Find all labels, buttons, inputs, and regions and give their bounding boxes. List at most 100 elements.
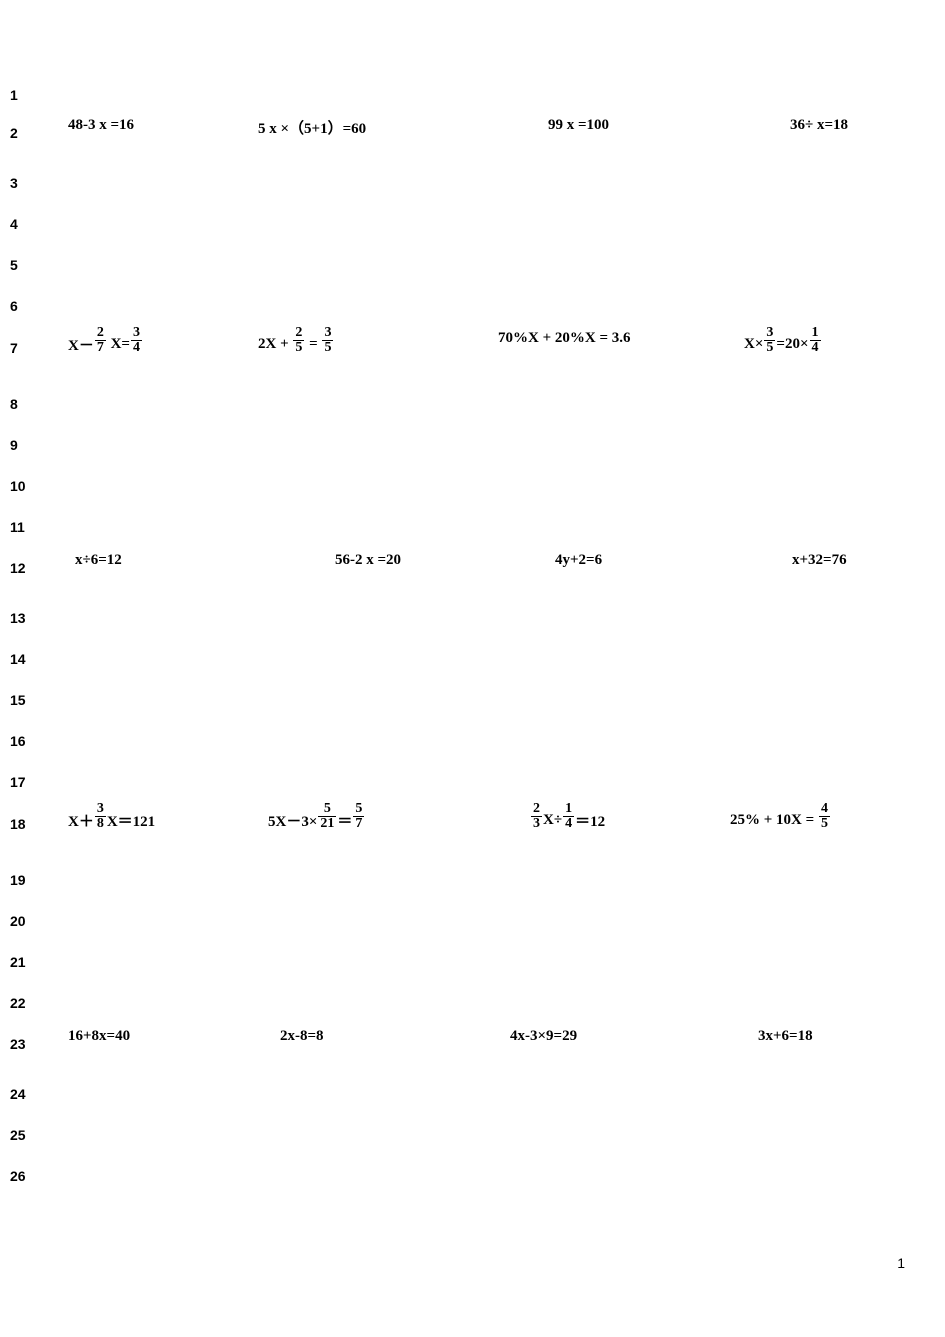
equation-text: 36÷ x=18 bbox=[790, 117, 848, 133]
equation-text: ＝12 bbox=[575, 814, 605, 830]
fraction-numerator: 1 bbox=[810, 326, 821, 341]
equation: X＋38X＝121 bbox=[68, 806, 155, 835]
line-number: 12 bbox=[10, 560, 26, 576]
equation: X×35=20×14 bbox=[744, 330, 822, 359]
equation: 4x-3×9=29 bbox=[510, 1028, 577, 1045]
fraction-denominator: 5 bbox=[322, 341, 333, 355]
equation-text: 4y+2=6 bbox=[555, 552, 602, 568]
fraction-denominator: 5 bbox=[819, 817, 830, 831]
line-number: 20 bbox=[10, 913, 26, 929]
fraction-numerator: 3 bbox=[131, 326, 142, 341]
equation: 99 x =100 bbox=[548, 117, 609, 134]
line-number: 2 bbox=[10, 125, 18, 141]
line-number: 17 bbox=[10, 774, 26, 790]
equation-text: 16+8x=40 bbox=[68, 1028, 130, 1044]
fraction-denominator: 7 bbox=[353, 817, 364, 831]
equation-text: x+32=76 bbox=[792, 552, 847, 568]
equation: x÷6=12 bbox=[75, 552, 122, 569]
equation-text: 48-3 x =16 bbox=[68, 117, 134, 133]
line-number: 26 bbox=[10, 1168, 26, 1184]
fraction: 38 bbox=[95, 802, 106, 831]
fraction: 14 bbox=[563, 802, 574, 831]
fraction: 35 bbox=[764, 326, 775, 355]
equation-text: ＝ bbox=[337, 814, 352, 830]
equation-text: = bbox=[305, 336, 321, 352]
fraction-numerator: 1 bbox=[563, 802, 574, 817]
line-number: 22 bbox=[10, 995, 26, 1011]
equation-text: X＋ bbox=[68, 814, 94, 830]
fraction-numerator: 3 bbox=[95, 802, 106, 817]
equation: 56-2 x =20 bbox=[335, 552, 401, 569]
equation-text: X＝121 bbox=[107, 814, 155, 830]
line-number: 1 bbox=[10, 87, 18, 103]
line-number: 11 bbox=[10, 519, 25, 535]
equation: 5X－3×521＝57 bbox=[268, 806, 365, 835]
fraction: 45 bbox=[819, 802, 830, 831]
line-number: 4 bbox=[10, 216, 18, 232]
equation: X－27 X=34 bbox=[68, 330, 143, 359]
equation-text: 99 x =100 bbox=[548, 117, 609, 133]
equation: 5 x ×（5+1）=60 bbox=[258, 117, 366, 138]
line-number: 25 bbox=[10, 1127, 26, 1143]
fraction-numerator: 3 bbox=[322, 326, 333, 341]
equation: 4y+2=6 bbox=[555, 552, 602, 569]
equation: 3x+6=18 bbox=[758, 1028, 813, 1045]
line-number: 19 bbox=[10, 872, 26, 888]
equation: 70%X + 20%X = 3.6 bbox=[498, 330, 631, 347]
fraction: 35 bbox=[322, 326, 333, 355]
fraction-denominator: 4 bbox=[563, 817, 574, 831]
equation: 48-3 x =16 bbox=[68, 117, 134, 134]
line-number: 10 bbox=[10, 478, 26, 494]
fraction-denominator: 4 bbox=[810, 341, 821, 355]
equation-text: 3x+6=18 bbox=[758, 1028, 813, 1044]
fraction-numerator: 4 bbox=[819, 802, 830, 817]
equation: 36÷ x=18 bbox=[790, 117, 848, 134]
fraction: 521 bbox=[318, 802, 336, 831]
equation: 16+8x=40 bbox=[68, 1028, 130, 1045]
equation-text: =20× bbox=[776, 336, 808, 352]
equation-text: X× bbox=[744, 336, 763, 352]
line-number: 3 bbox=[10, 175, 18, 191]
fraction-denominator: 21 bbox=[318, 817, 336, 831]
equation: 25% + 10X = 45 bbox=[730, 806, 831, 835]
line-number: 14 bbox=[10, 651, 26, 667]
line-number: 24 bbox=[10, 1086, 26, 1102]
line-number: 9 bbox=[10, 437, 18, 453]
fraction-numerator: 3 bbox=[764, 326, 775, 341]
fraction-denominator: 8 bbox=[95, 817, 106, 831]
line-number: 5 bbox=[10, 257, 18, 273]
equation-text: X－ bbox=[68, 338, 94, 354]
fraction-numerator: 2 bbox=[531, 802, 542, 817]
line-number: 23 bbox=[10, 1036, 26, 1052]
fraction-numerator: 5 bbox=[318, 802, 336, 817]
equation-text: x÷6=12 bbox=[75, 552, 122, 568]
fraction: 14 bbox=[810, 326, 821, 355]
equation-text: 4x-3×9=29 bbox=[510, 1028, 577, 1044]
fraction-numerator: 2 bbox=[293, 326, 304, 341]
fraction-denominator: 7 bbox=[95, 341, 106, 355]
fraction-numerator: 2 bbox=[95, 326, 106, 341]
line-number: 8 bbox=[10, 396, 18, 412]
fraction: 25 bbox=[293, 326, 304, 355]
equation-text: 70%X + 20%X = 3.6 bbox=[498, 330, 631, 346]
equation-text: X= bbox=[107, 336, 130, 352]
equation: 2X + 25 = 35 bbox=[258, 330, 334, 359]
fraction: 23 bbox=[531, 802, 542, 831]
equation-text: 56-2 x =20 bbox=[335, 552, 401, 568]
equation-text: 5X－3× bbox=[268, 814, 317, 830]
line-number: 18 bbox=[10, 816, 26, 832]
equation-text: X÷ bbox=[543, 812, 562, 828]
line-number: 16 bbox=[10, 733, 26, 749]
equation-text: 2X + bbox=[258, 336, 292, 352]
page-number: 1 bbox=[897, 1255, 905, 1271]
fraction: 57 bbox=[353, 802, 364, 831]
fraction-numerator: 5 bbox=[353, 802, 364, 817]
fraction-denominator: 3 bbox=[531, 817, 542, 831]
line-number: 15 bbox=[10, 692, 26, 708]
line-number: 21 bbox=[10, 954, 26, 970]
line-number: 13 bbox=[10, 610, 26, 626]
fraction: 27 bbox=[95, 326, 106, 355]
equation: 2x-8=8 bbox=[280, 1028, 324, 1045]
fraction: 34 bbox=[131, 326, 142, 355]
line-number: 7 bbox=[10, 340, 18, 356]
